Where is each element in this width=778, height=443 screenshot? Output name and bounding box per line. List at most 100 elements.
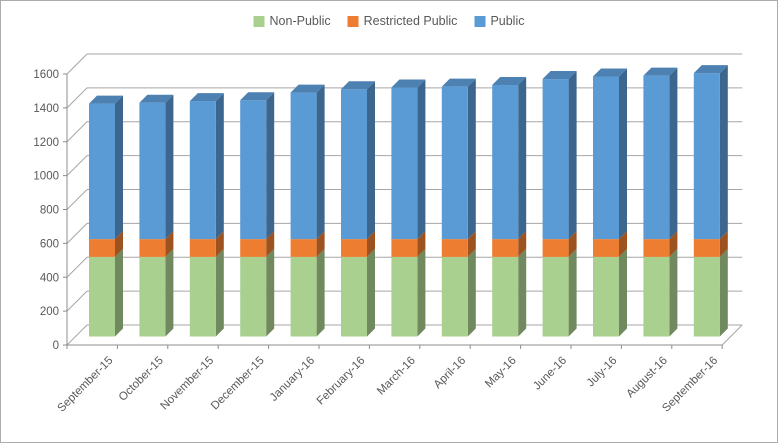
- y-axis-label: 400: [40, 272, 59, 284]
- bar-june-16-public: [542, 79, 569, 240]
- y-axis-label: 1600: [33, 69, 59, 81]
- bar-march-16-segment-side: [417, 248, 426, 337]
- bar-november-15-segment-side: [215, 93, 224, 240]
- bar-june-16-restricted-public: [542, 239, 569, 257]
- bar-may-16-restricted-public: [492, 239, 519, 257]
- bar-september-15-public: [89, 103, 115, 240]
- bar-april-16-segment-side: [467, 78, 476, 240]
- bar-october-15-segment-side: [165, 231, 174, 257]
- bar-august-16-public: [643, 75, 670, 240]
- bar-september-16-restricted-public: [693, 239, 720, 257]
- x-axis-label: May-16: [483, 355, 519, 391]
- chart-legend: Non-Public Restricted Public Public: [253, 14, 524, 28]
- bar-august-16-non-public: [643, 256, 670, 337]
- bar-november-15-restricted-public: [189, 239, 216, 257]
- y-axis-label: 600: [40, 238, 59, 250]
- x-axis-label: September-15: [56, 355, 116, 415]
- bar-september-15-segment-side: [115, 248, 123, 337]
- legend-swatch-public-icon: [474, 15, 486, 27]
- x-axis-label: August-16: [624, 355, 670, 401]
- x-axis-label: December-15: [209, 355, 267, 413]
- bar-july-16-segment-side: [619, 231, 627, 257]
- bar-april-16-segment-side: [467, 248, 476, 337]
- wall-gridline: [66, 290, 88, 312]
- wall-gridline: [66, 189, 88, 210]
- bar-june-16-segment-side: [568, 248, 577, 337]
- bar-november-15-segment-side: [215, 231, 224, 257]
- bar-november-15-public: [189, 101, 216, 240]
- wall-gridline: [66, 324, 88, 346]
- wall-gridline: [66, 256, 88, 278]
- x-axis-label: November-15: [159, 355, 217, 413]
- y-axis-label: 1200: [33, 137, 59, 149]
- bar-december-15-non-public: [240, 256, 267, 337]
- wall-gridline: [66, 121, 88, 143]
- bar-september-15-segment-side: [115, 95, 123, 240]
- legend-item-non-public: Non-Public: [253, 14, 331, 28]
- y-axis-label: 200: [40, 306, 59, 318]
- bar-november-15-top: [189, 93, 224, 102]
- bar-december-15-restricted-public: [240, 239, 267, 257]
- bar-january-16-segment-side: [316, 231, 325, 257]
- bar-july-16-public: [593, 76, 619, 240]
- bar-march-16-public: [391, 87, 418, 240]
- legend-label-restricted-public: Restricted Public: [363, 14, 458, 28]
- bar-june-16-top: [542, 71, 577, 80]
- bar-october-15-public: [139, 102, 166, 240]
- bar-may-16-segment-side: [518, 248, 527, 337]
- bar-march-16-top: [391, 79, 426, 88]
- bar-january-16-public: [290, 92, 317, 240]
- bar-november-15-segment-side: [215, 248, 224, 337]
- bar-may-16-segment-side: [518, 231, 527, 257]
- wall-gridline: [66, 155, 88, 176]
- bar-february-16-public: [341, 89, 367, 240]
- y-axis-label: 1000: [33, 171, 59, 183]
- bar-april-16-public: [441, 86, 468, 240]
- bar-september-16-non-public: [693, 256, 720, 337]
- bar-february-16-segment-side: [367, 248, 375, 337]
- legend-swatch-non-public-icon: [253, 15, 265, 27]
- bar-december-15-top: [240, 92, 275, 101]
- bar-may-16-non-public: [492, 256, 519, 337]
- bar-september-16-top: [693, 65, 728, 74]
- bar-april-16-restricted-public: [441, 239, 468, 257]
- bar-january-16-non-public: [290, 256, 317, 337]
- legend-item-restricted-public: Restricted Public: [347, 14, 458, 28]
- y-axis-label: 800: [40, 205, 59, 217]
- bar-august-16-segment-side: [669, 67, 678, 240]
- bar-august-16-segment-side: [669, 231, 678, 257]
- bar-july-16-non-public: [593, 256, 619, 337]
- floor-edge: [721, 324, 743, 346]
- bar-december-15-segment-side: [266, 231, 275, 257]
- bar-august-16-segment-side: [669, 248, 678, 337]
- bar-september-16-public: [693, 73, 720, 240]
- bar-may-16-segment-side: [518, 76, 527, 240]
- bar-august-16-top: [643, 67, 678, 76]
- x-axis-label: October-15: [117, 355, 166, 404]
- bar-september-16-segment-side: [719, 231, 728, 257]
- legend-item-public: Public: [474, 14, 524, 28]
- bar-september-15-segment-side: [115, 231, 123, 257]
- bar-november-15-non-public: [189, 256, 216, 337]
- bar-september-16-segment-side: [719, 248, 728, 337]
- bar-december-15-public: [240, 100, 267, 240]
- legend-label-public: Public: [490, 14, 525, 28]
- bar-march-16-non-public: [391, 256, 418, 337]
- bar-february-16-non-public: [341, 256, 367, 337]
- bar-january-16-segment-side: [316, 84, 325, 240]
- bar-january-16-segment-side: [316, 248, 325, 337]
- bar-january-16-top: [290, 84, 325, 93]
- bar-september-15-top: [89, 95, 123, 104]
- bar-july-16-segment-side: [619, 248, 627, 337]
- wall-gridline: [66, 87, 88, 109]
- x-axis-label: April-16: [432, 355, 469, 392]
- bar-march-16-restricted-public: [391, 239, 418, 257]
- x-axis-label: July-16: [585, 355, 620, 390]
- bar-june-16-segment-side: [568, 231, 577, 257]
- bar-july-16-restricted-public: [593, 239, 619, 257]
- wall-gridline: [66, 223, 88, 244]
- bar-october-15-top: [139, 94, 174, 103]
- bar-january-16-restricted-public: [290, 239, 317, 257]
